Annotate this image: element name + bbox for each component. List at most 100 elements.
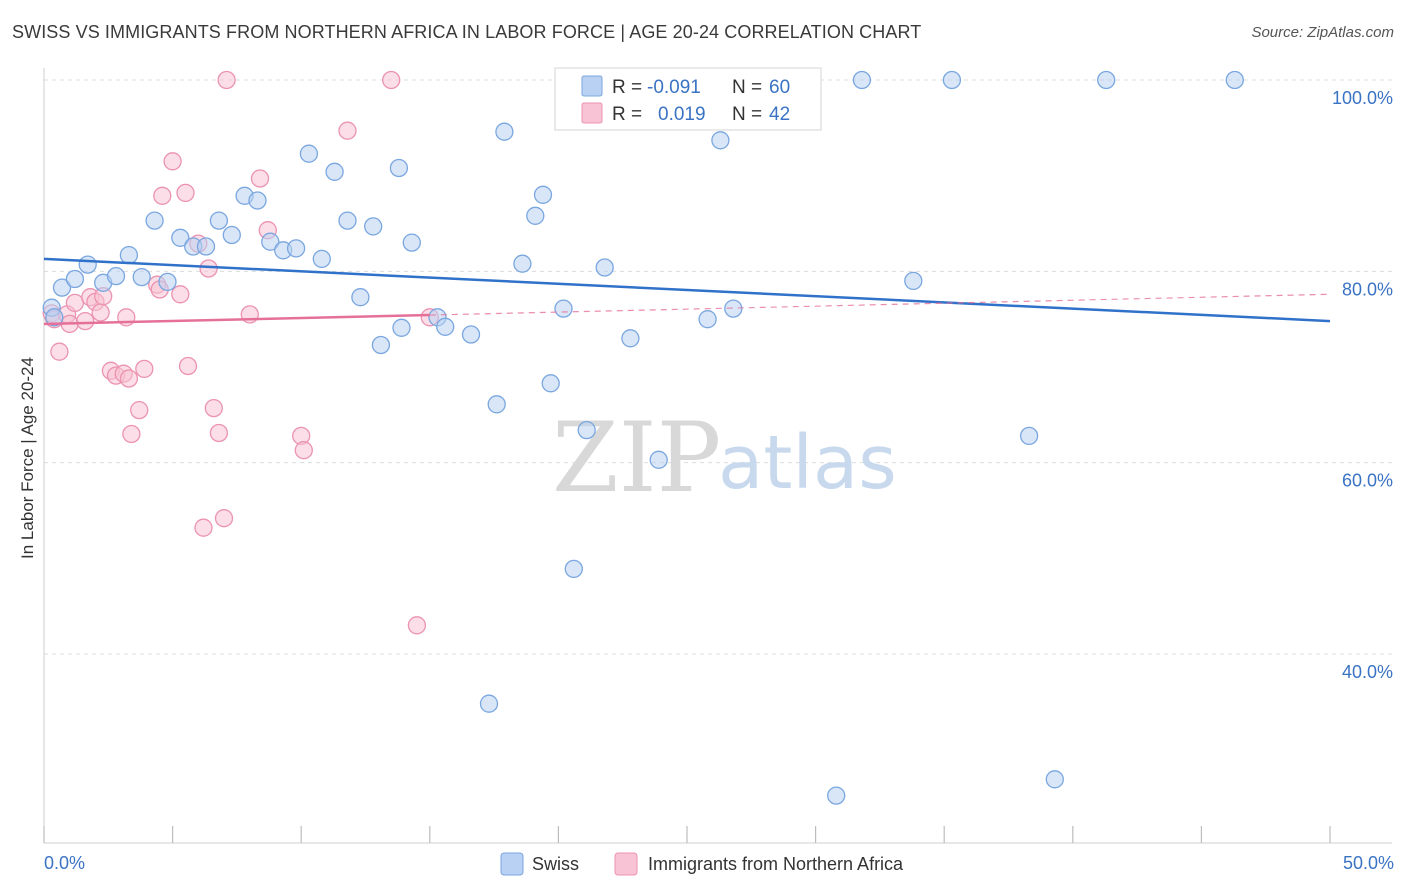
swiss-point-3 (65, 269, 85, 289)
bottom-legend-swatch-africa (614, 852, 638, 876)
x-tick-label-max: 50.0% (1343, 853, 1394, 873)
swiss-point-37 (513, 254, 532, 273)
legend-swatch-swiss (581, 75, 603, 97)
swiss-point-2 (52, 278, 72, 297)
africa-point-2 (50, 342, 69, 361)
africa-point-9 (91, 303, 110, 322)
swiss-point-29 (392, 318, 411, 337)
africa-point-31 (214, 509, 234, 528)
africa-point-18 (135, 359, 154, 379)
swiss-point-9 (145, 211, 164, 230)
bottom-legend-label-africa: Immigrants from Northern Africa (648, 854, 904, 874)
legend-r-value-2: 0.019 (658, 104, 706, 125)
y-tick-label-40: 40.0% (1342, 662, 1393, 682)
africa-point-23 (171, 285, 190, 304)
swiss-trend-line (43, 257, 1331, 323)
swiss-point-25 (351, 288, 370, 307)
source-credit: Source: ZipAtlas.com (1251, 24, 1394, 41)
legend-swatch-africa (581, 102, 603, 124)
bottom-legend-label-swiss: Swiss (532, 854, 579, 874)
y-tick-label-80: 80.0% (1342, 279, 1393, 299)
africa-point-37 (294, 441, 313, 460)
africa-point-6 (76, 311, 95, 331)
legend-n-label-2: N = (732, 104, 762, 125)
swiss-point-38 (526, 206, 545, 225)
africa-trend-line-dashed (429, 293, 1331, 316)
swiss-point-55 (942, 70, 962, 90)
africa-point-22 (163, 152, 182, 171)
y-axis-title: In Labor Force | Age 20-24 (18, 357, 37, 559)
swiss-point-15 (222, 225, 241, 245)
swiss-point-6 (106, 266, 126, 286)
swiss-point-51 (724, 299, 743, 318)
swiss-point-24 (338, 211, 357, 230)
africa-point-34 (250, 169, 270, 188)
series-legend: Swiss Immigrants from Northern Africa (500, 852, 904, 876)
swiss-point-27 (371, 335, 391, 355)
legend-r-label-2: R = (612, 104, 642, 125)
axes-layer (43, 68, 1392, 844)
africa-point-24 (176, 183, 195, 203)
swiss-point-22 (312, 249, 331, 269)
legend-r-label-1: R = (612, 77, 642, 98)
swiss-point-56 (1019, 426, 1039, 446)
swiss-point-45 (621, 329, 640, 348)
swiss-point-1 (45, 308, 64, 327)
swiss-point-58 (1097, 70, 1116, 90)
africa-point-30 (209, 423, 229, 443)
swiss-point-42 (564, 559, 583, 579)
watermark: ZIP atlas (552, 402, 897, 514)
africa-point-32 (217, 70, 236, 90)
swiss-point-8 (132, 267, 151, 287)
africa-point-16 (122, 424, 141, 444)
africa-point-21 (153, 186, 172, 205)
legend-r-value-1: -0.091 (647, 77, 701, 98)
swiss-point-7 (119, 245, 139, 265)
swiss-point-47 (649, 450, 668, 469)
swiss-point-57 (1045, 770, 1064, 789)
swiss-point-20 (286, 239, 306, 258)
correlation-legend: R = -0.091 N = 60 R = 0.019 N = 42 (554, 67, 822, 131)
swiss-point-11 (171, 228, 190, 247)
swiss-point-52 (827, 786, 846, 805)
swiss-point-53 (852, 70, 872, 90)
africa-trend-line-solid (43, 313, 430, 326)
swiss-point-35 (487, 395, 506, 414)
africa-point-29 (204, 398, 223, 418)
swiss-point-14 (209, 211, 229, 230)
y-tick-label-60: 60.0% (1342, 471, 1393, 491)
grid-layer: 40.0% 60.0% 80.0% 100.0% (44, 79, 1393, 682)
africa-point-25 (178, 356, 198, 376)
africa-point-40 (407, 616, 427, 635)
swiss-point-40 (541, 374, 560, 393)
trend-layer (43, 257, 1331, 326)
swiss-point-50 (711, 131, 730, 150)
chart-title: SWISS VS IMMIGRANTS FROM NORTHERN AFRICA… (12, 22, 922, 42)
swiss-point-30 (402, 233, 421, 252)
swiss-point-34 (479, 694, 499, 713)
swiss-point-44 (595, 258, 614, 277)
swiss-points-layer (42, 70, 1244, 805)
swiss-point-54 (904, 271, 923, 291)
africa-point-27 (194, 518, 213, 537)
y-tick-label-100: 100.0% (1332, 88, 1393, 108)
africa-point-28 (199, 259, 218, 278)
swiss-point-39 (533, 185, 553, 204)
africa-point-15 (119, 369, 139, 388)
swiss-point-17 (248, 191, 267, 210)
africa-point-38 (338, 121, 357, 140)
watermark-atlas: atlas (718, 420, 897, 506)
swiss-point-4 (78, 255, 97, 274)
swiss-point-59 (1225, 70, 1244, 90)
swiss-point-26 (364, 217, 383, 236)
africa-point-5 (65, 293, 85, 313)
swiss-point-49 (698, 310, 717, 329)
swiss-point-41 (554, 299, 573, 318)
swiss-point-13 (196, 237, 216, 256)
legend-n-value-2: 42 (769, 104, 790, 125)
swiss-point-10 (158, 272, 177, 292)
swiss-point-18 (261, 232, 280, 251)
africa-point-39 (382, 70, 401, 90)
swiss-point-28 (389, 158, 409, 178)
